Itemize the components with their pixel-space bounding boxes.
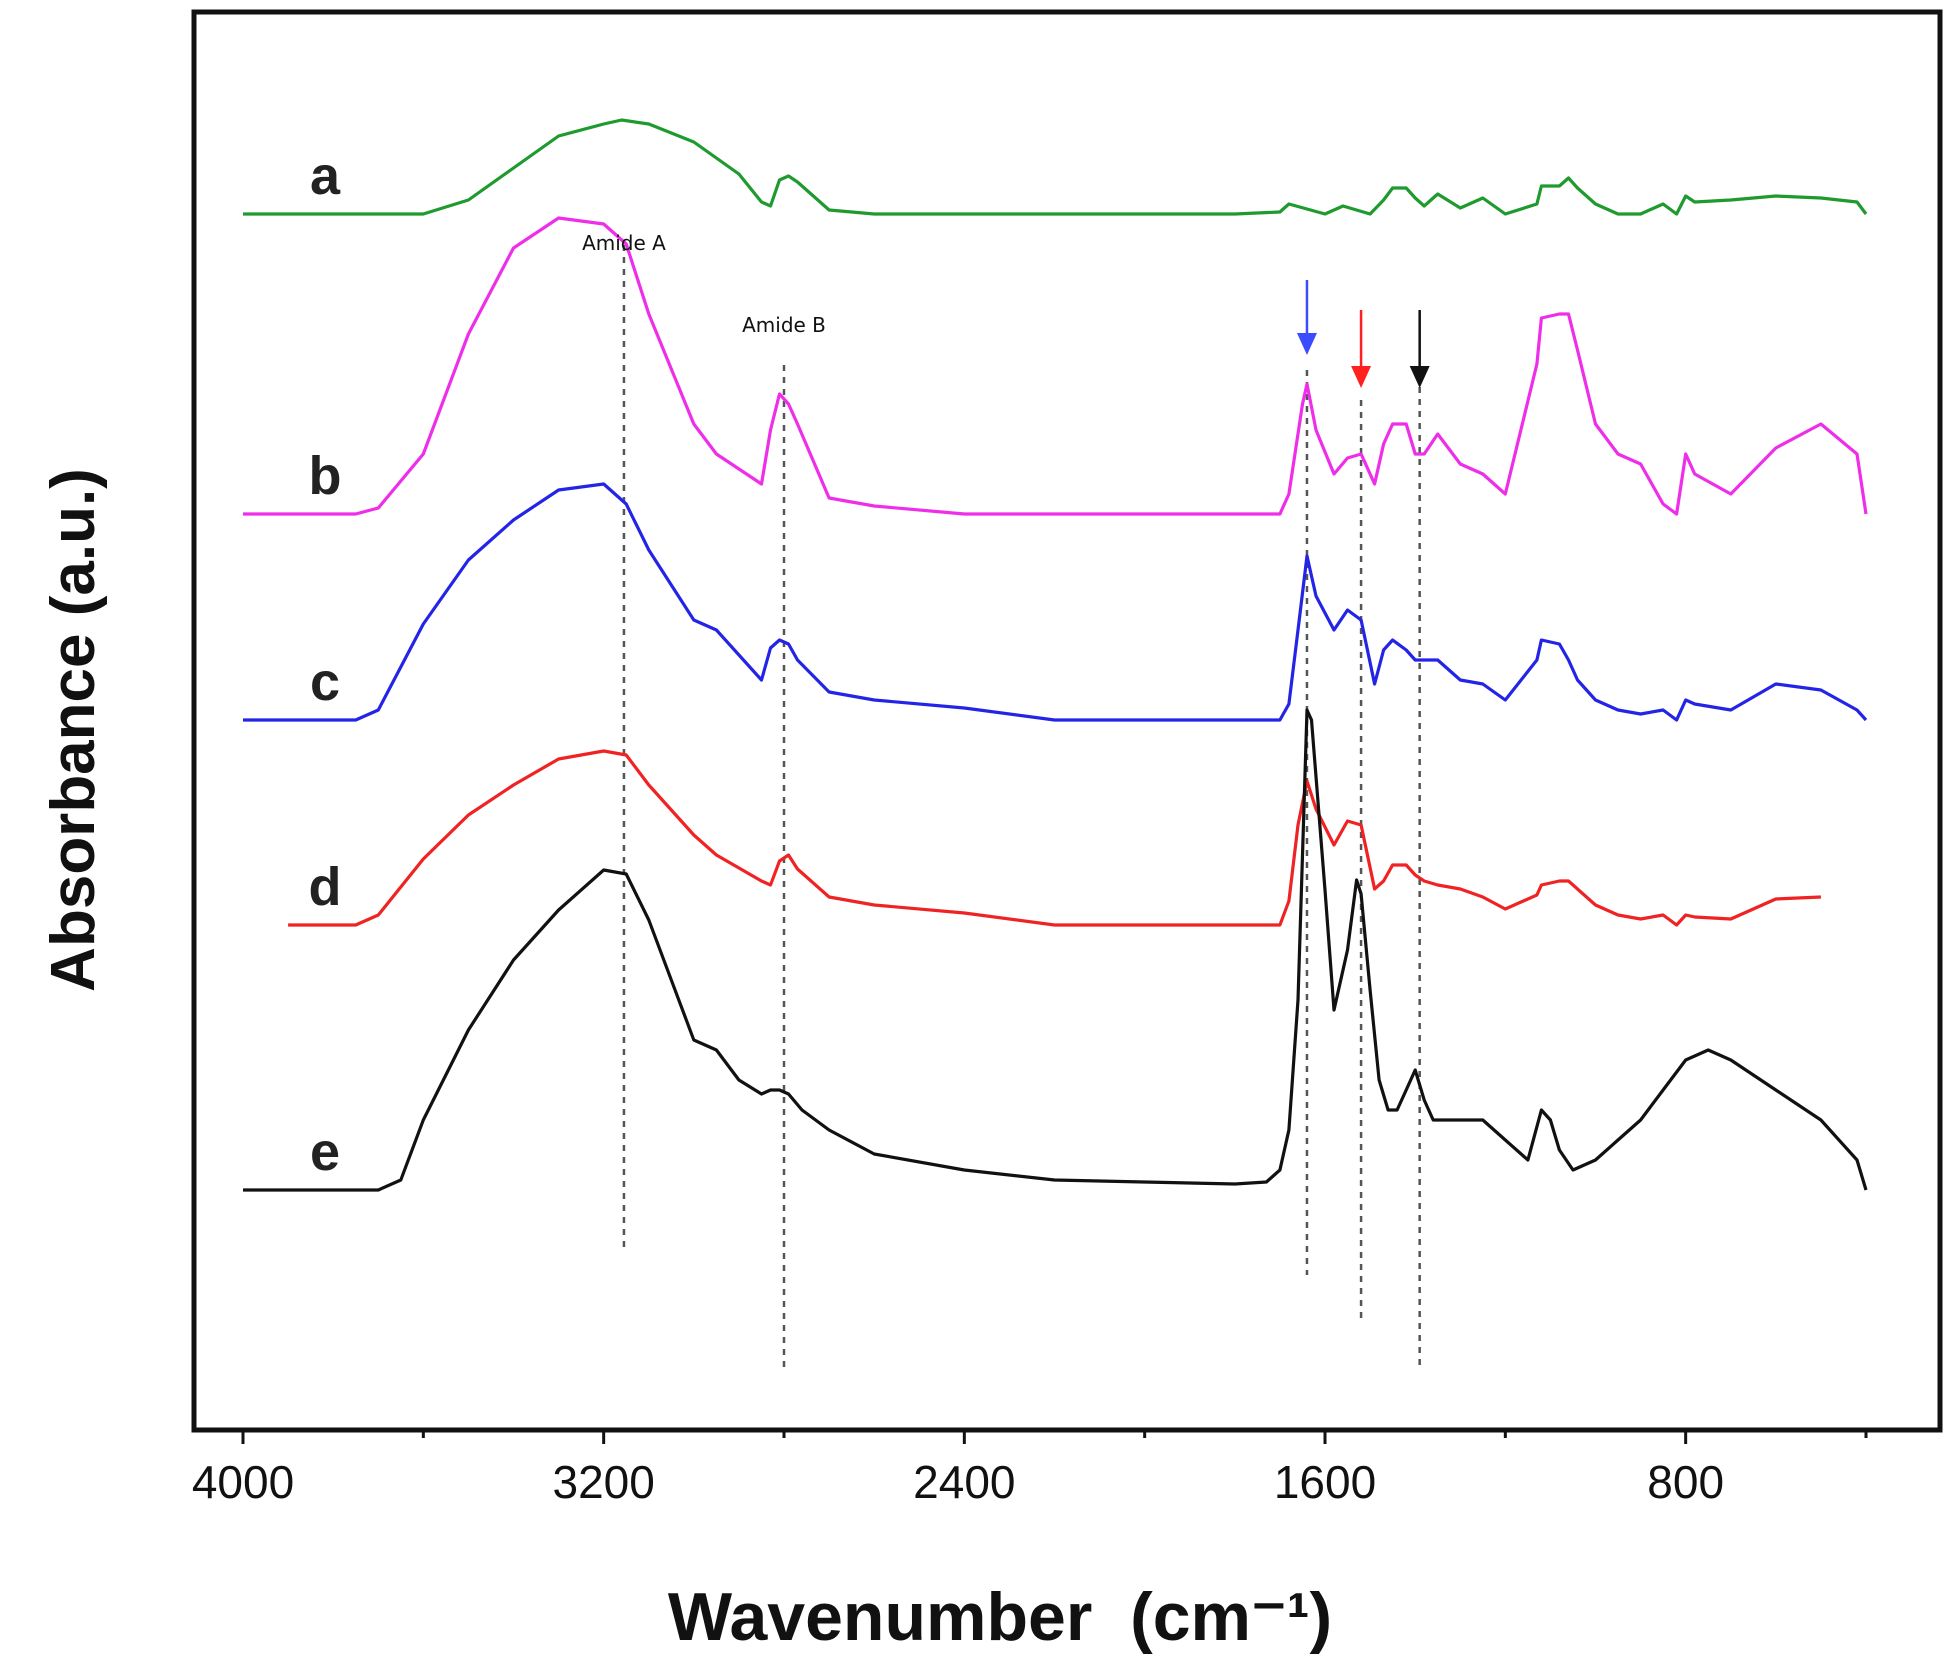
x-axis-ticks: 4000 3200 2400 1600 800 bbox=[192, 1430, 1868, 1508]
x-tick-label: 3200 bbox=[552, 1456, 654, 1508]
series-b-label: b bbox=[309, 446, 342, 506]
series-c-label: c bbox=[310, 652, 340, 712]
annotations-layer: Amide A Amide B bbox=[582, 231, 826, 337]
arrows-layer bbox=[1296, 280, 1430, 388]
annotation-2: Amide B bbox=[742, 313, 826, 337]
plot-frame bbox=[191, 9, 1943, 1433]
reference-lines bbox=[622, 245, 1421, 1370]
y-axis-title: Absorbance (a.u.) bbox=[39, 468, 108, 992]
series-d-label: d bbox=[309, 857, 342, 917]
series-a-label: a bbox=[310, 146, 341, 206]
series-a-line bbox=[243, 118, 1868, 216]
series-e-line bbox=[243, 708, 1868, 1192]
arrow-marker-1 bbox=[1296, 280, 1317, 355]
series-layer bbox=[243, 118, 1868, 1192]
annotation-1: Amide A bbox=[582, 231, 666, 255]
series-b-line bbox=[243, 216, 1868, 516]
x-tick-label: 1600 bbox=[1274, 1456, 1376, 1508]
series-e-label: e bbox=[310, 1122, 340, 1182]
x-axis-title: Wavenumber (cm⁻¹) bbox=[668, 1579, 1332, 1655]
series-c-line bbox=[243, 482, 1868, 722]
x-tick-label: 2400 bbox=[913, 1456, 1015, 1508]
series-d-line bbox=[288, 749, 1821, 927]
x-tick-label: 4000 bbox=[192, 1456, 294, 1508]
arrow-marker-2 bbox=[1351, 310, 1372, 388]
arrow-marker-3 bbox=[1409, 310, 1430, 388]
x-tick-label: 800 bbox=[1647, 1456, 1724, 1508]
series-letters: a b c d e bbox=[309, 146, 342, 1182]
